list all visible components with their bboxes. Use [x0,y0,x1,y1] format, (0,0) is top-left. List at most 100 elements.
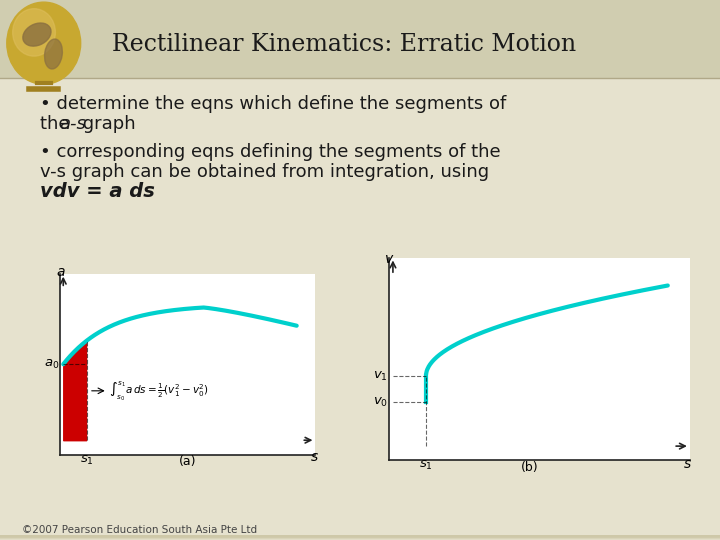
Bar [0,537,720,539]
Bar [0,536,720,539]
Bar [0,537,720,540]
Bar [0,536,720,539]
Text: graph: graph [77,115,135,133]
Text: a-s: a-s [59,115,86,133]
Bar [0,535,720,538]
Bar [0,535,720,538]
Bar [0,535,720,537]
Bar [0,536,720,538]
Bar [0,535,720,537]
Bar [0,535,720,538]
Bar [0,537,720,539]
Bar [0,536,720,539]
Text: (b): (b) [521,461,538,474]
Bar [0,536,720,539]
Bar [0,536,720,538]
Bar [0,537,720,539]
Bar [0,536,720,538]
Bar [0,537,720,540]
Bar [0,536,720,538]
Bar [0,536,720,539]
Bar [0,536,720,538]
Bar [0,536,720,539]
Bar [0,536,720,538]
Bar [0,537,720,539]
Bar [0,536,720,538]
Bar [0,536,720,539]
Text: a: a [56,266,65,280]
Bar [0,535,720,538]
Bar [0,535,720,537]
Bar [0,537,720,540]
Text: $a_0$: $a_0$ [44,357,59,371]
Bar [0,536,720,538]
Bar [0,537,720,539]
Bar [0,537,720,540]
Bar [0,537,720,539]
Bar [0,536,720,538]
Bar [0,535,720,538]
Bar [0,535,720,538]
Bar [0,537,720,539]
Bar [0,535,720,538]
Bar [0,536,720,538]
Bar [0,537,720,539]
Ellipse shape [23,23,51,46]
Bar [0,537,720,539]
Bar [0,537,720,539]
Bar [0,537,720,539]
Text: ©2007 Pearson Education South Asia Pte Ltd: ©2007 Pearson Education South Asia Pte L… [22,525,257,535]
Bar [0,537,720,539]
Bar [0,536,720,539]
Bar [0,537,720,539]
Bar [0,535,720,537]
Bar [0,535,720,537]
Bar [0,535,720,537]
Text: the: the [40,115,75,133]
Text: • determine the eqns which define the segments of: • determine the eqns which define the se… [40,94,506,113]
Bar [0,535,720,537]
Bar [0,535,720,537]
Bar [0,536,720,539]
Bar [0,536,720,539]
Bar [0,535,720,538]
Bar [0,536,720,538]
Bar [0,537,720,539]
Bar [0,535,720,537]
Bar [0,537,720,539]
Bar [0,535,720,538]
Bar [0,537,720,539]
Text: Rectilinear Kinematics: Erratic Motion: Rectilinear Kinematics: Erratic Motion [112,33,576,56]
Bar [0,536,720,539]
Bar [0,535,720,538]
Bar [0,537,720,540]
Bar [0,537,720,539]
Bar [0,537,720,539]
Bar [0,537,720,539]
Bar [0,535,720,538]
Bar [0,535,720,538]
Bar [0,535,720,538]
Bar [0,535,720,538]
Bar [0,536,720,538]
Bar [0,535,720,538]
Bar [0,537,720,540]
Bar [0,535,720,538]
Bar [0,536,720,538]
Bar [0,536,720,538]
Bar [0,536,720,539]
Bar [0,536,720,538]
Bar [0,535,720,538]
Bar [0,537,720,540]
Bar [0,536,720,538]
Bar [0,536,720,538]
Bar [0,536,720,538]
Bar [0,536,720,539]
Bar [0,536,720,539]
Bar [0,537,720,540]
Bar [0,537,720,539]
Text: v: v [385,252,394,266]
Bar [0,537,720,539]
Bar [0,536,720,538]
Bar [0,537,720,539]
